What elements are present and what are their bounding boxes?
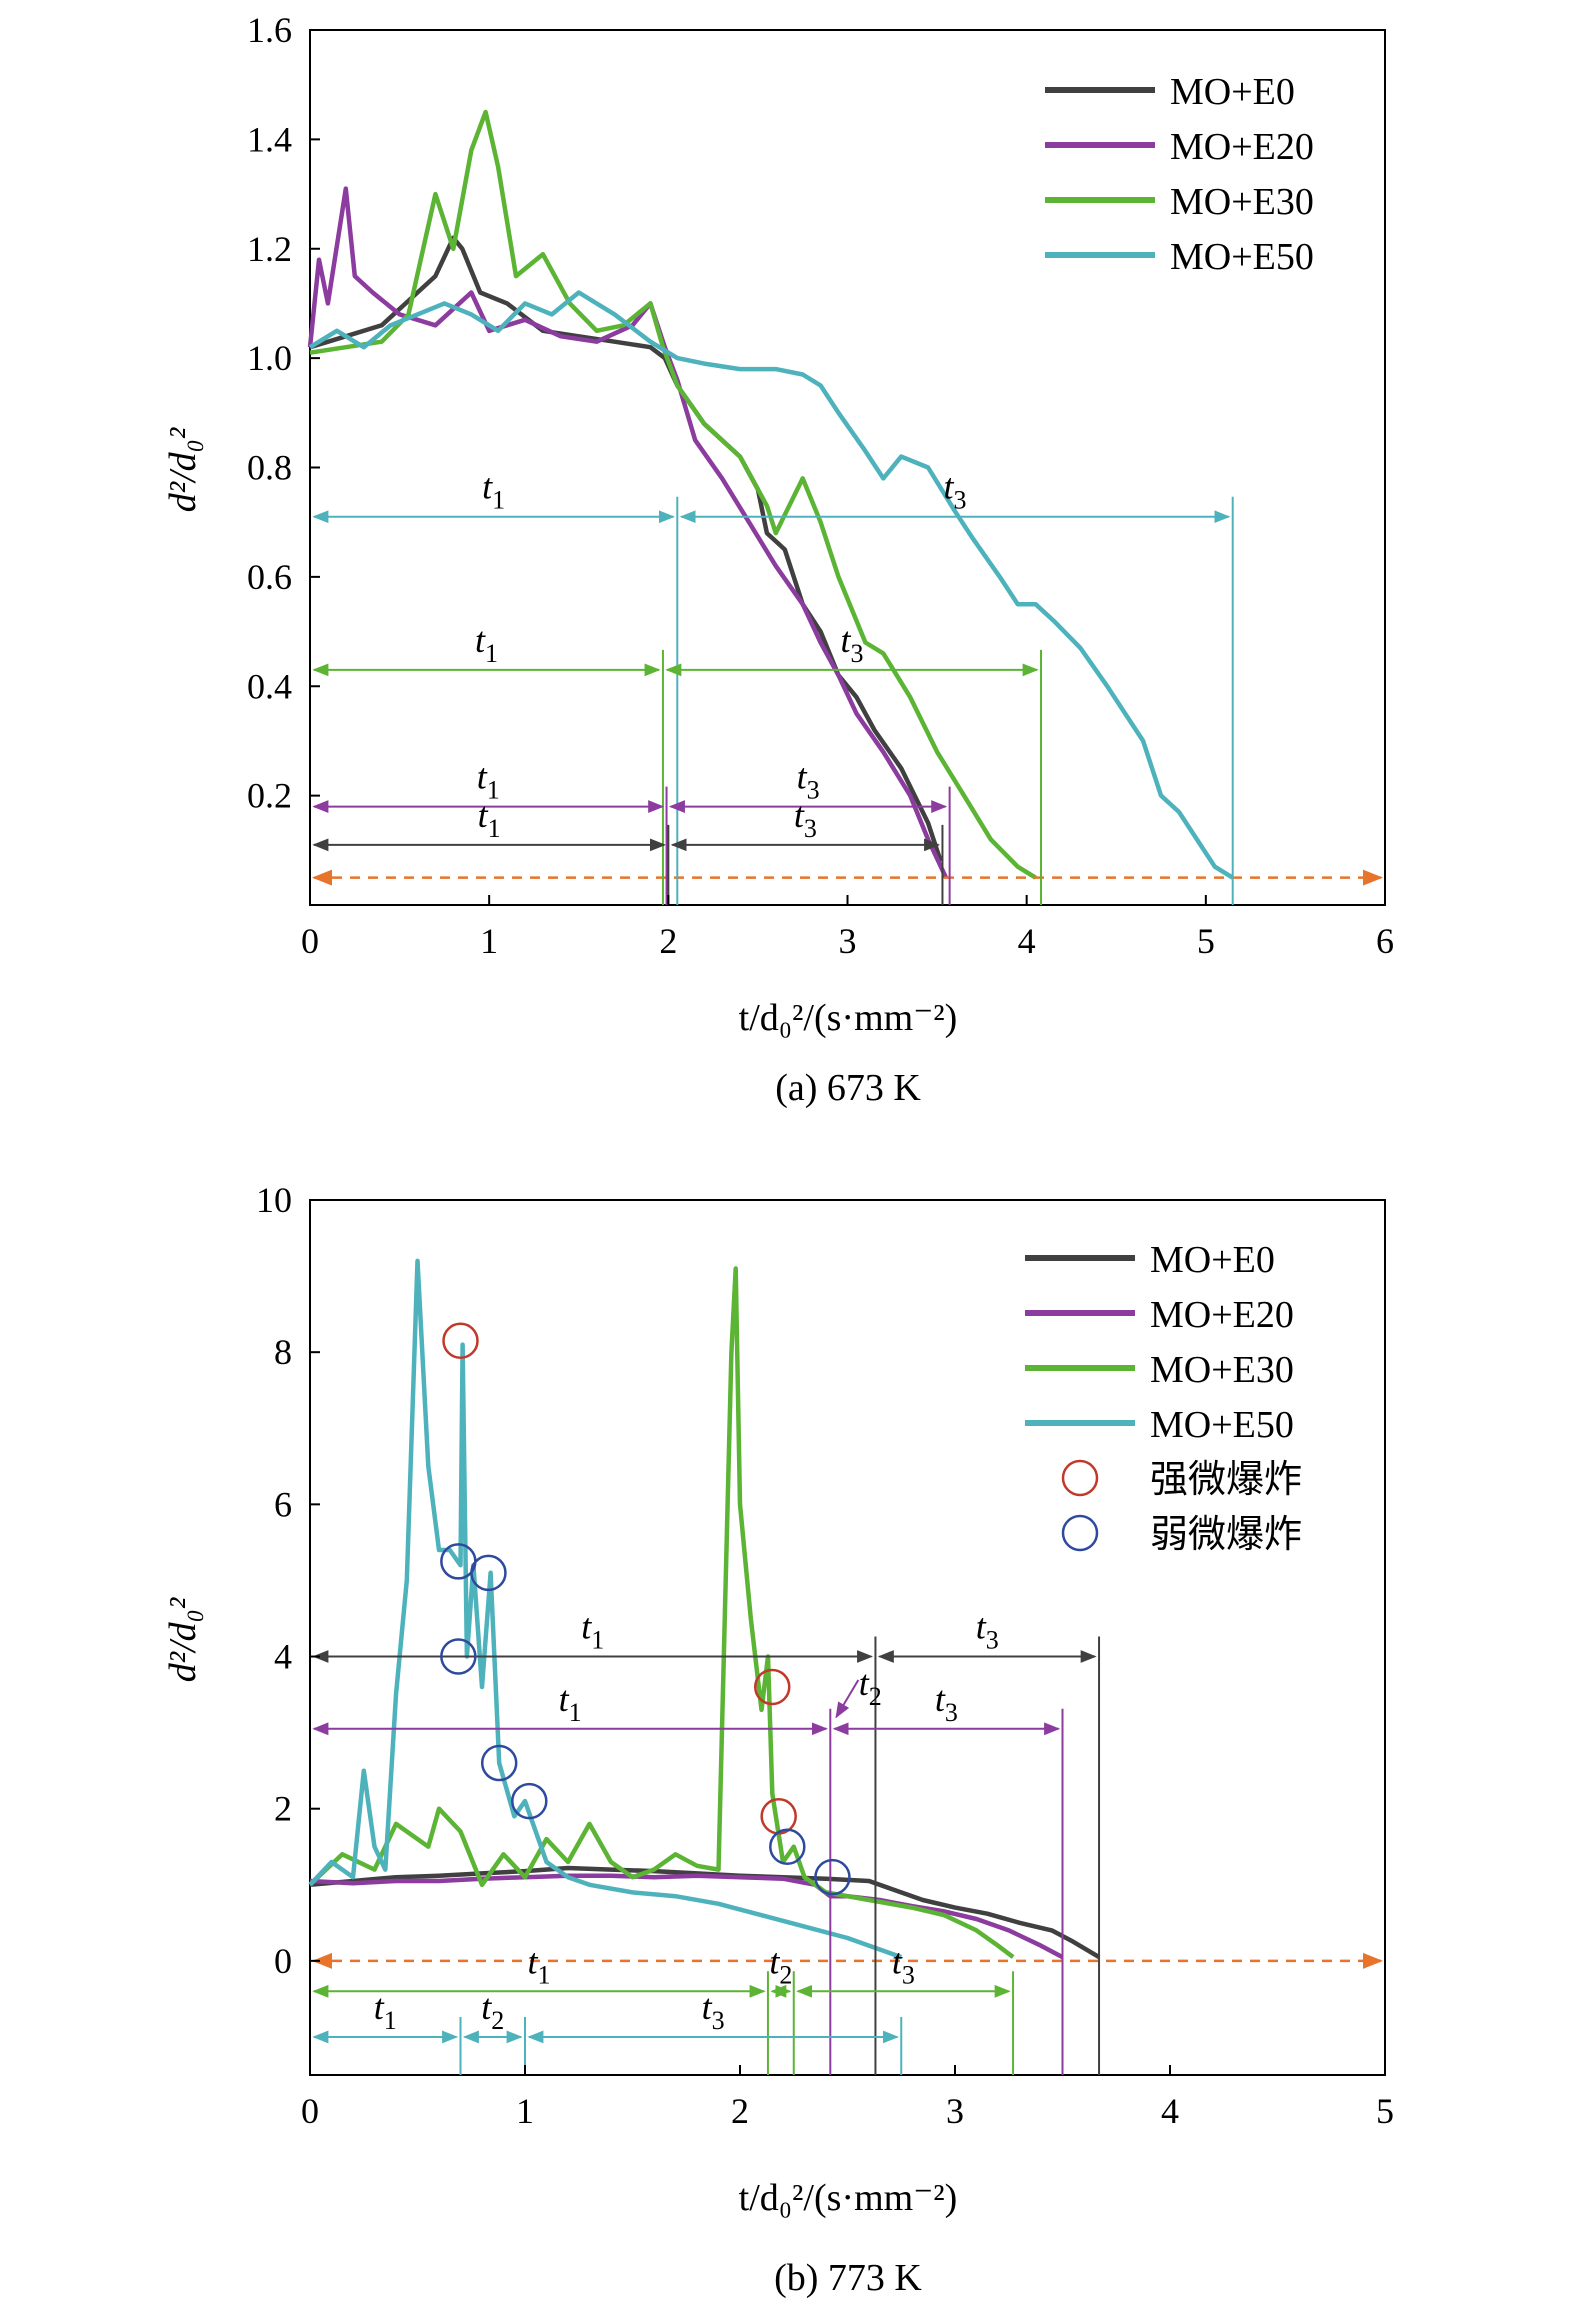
strong-microexplosion-marker: [754, 1668, 791, 1706]
legend-label: MO+E20: [1170, 126, 1314, 168]
series-group-a: [307, 109, 1234, 880]
ticks-group-a: 0 1 2 3 4 5 6 0.2 0.4 0.6 0.8 1.0 1.2 1.4 1.6: [247, 10, 1394, 961]
series-line-mo-e50: [308, 1258, 903, 1960]
weak-microexplosion-marker: [814, 1858, 851, 1896]
series-line-mo-e30: [309, 109, 1037, 880]
x-tick-label: 5: [1197, 921, 1215, 961]
series-line-mo-e0: [309, 235, 943, 863]
series-line-mo-e20: [307, 186, 949, 879]
legend-label: MO+E30: [1150, 1349, 1294, 1391]
duration-label: t1: [559, 1679, 582, 1727]
x-axis-title-b: t/d₀²/(s·mm⁻²): [739, 2177, 958, 2219]
y-tick-label: 1.2: [247, 229, 292, 269]
strong-microexplosion-marker: [442, 1322, 479, 1360]
legend-label: MO+E30: [1170, 181, 1314, 223]
y-tick-label: 1.6: [247, 10, 292, 50]
x-tick-label: 0: [301, 2091, 319, 2131]
y-tick-label: 8: [274, 1332, 292, 1372]
series-group-b: [308, 1258, 1101, 1960]
weak-microexplosion-marker: [769, 1828, 806, 1865]
series-line-mo-e50: [308, 290, 1234, 880]
legend-label: MO+E0: [1170, 71, 1295, 113]
duration-label: t1: [475, 620, 498, 668]
chart-panel-b: t1 t3 t1 t3 t1 t2 t3 t1 t2 t3 t2 0 1 2 3 4 5 0 2 4 6 8 10 MO+…: [162, 1180, 1394, 2299]
x-tick-label: 3: [839, 921, 857, 961]
legend-label: 强微爆炸: [1150, 1459, 1302, 1501]
weak-microexplosion-marker: [440, 1638, 477, 1675]
t2-pointer-arrow: [835, 1679, 860, 1719]
weak-microexplosion-marker: [480, 1744, 518, 1782]
duration-label: t1: [477, 757, 500, 805]
duration-label: t1: [478, 795, 501, 843]
y-tick-label: 0.8: [247, 448, 292, 488]
x-tick-label: 3: [946, 2091, 964, 2131]
x-tick-label: 2: [731, 2091, 749, 2131]
duration-label: t3: [943, 467, 966, 515]
y-tick-label: 0.2: [247, 776, 292, 816]
weak-microexplosion-marker: [470, 1554, 507, 1592]
duration-label: t3: [976, 1607, 999, 1655]
segment-group-a: t1 t3 t1 t3 t1 t3 t1 t3: [312, 467, 1383, 905]
y-tick-label: 0: [274, 1941, 292, 1981]
duration-label: t3: [702, 1987, 725, 2035]
x-tick-label: 5: [1376, 2091, 1394, 2131]
duration-label: t3: [797, 757, 820, 805]
x-tick-label: 4: [1018, 921, 1036, 961]
duration-label: t3: [794, 795, 817, 843]
y-tick-label: 4: [274, 1637, 292, 1677]
duration-label: t2: [481, 1987, 504, 2035]
legend-label: 弱微爆炸: [1150, 1514, 1302, 1556]
legend-marker: [1061, 1514, 1099, 1552]
duration-label: t3: [892, 1941, 915, 1989]
legend-marker: [1061, 1459, 1099, 1497]
y-tick-label: 0.6: [247, 557, 292, 597]
plot-frame-b: [309, 1199, 1386, 2076]
duration-label: t2: [769, 1941, 792, 1989]
x-tick-label: 1: [516, 2091, 534, 2131]
segment-group-b: t1 t3 t1 t3 t1 t2 t3 t1 t2 t3 t2: [312, 1607, 1383, 2075]
x-tick-label: 4: [1161, 2091, 1179, 2131]
duration-label: t1: [581, 1607, 604, 1655]
caption-b: (b) 773 K: [774, 2257, 922, 2299]
legend-label: MO+E50: [1170, 236, 1314, 278]
duration-label: t3: [840, 620, 863, 668]
x-tick-label: 6: [1376, 921, 1394, 961]
duration-label: t1: [482, 467, 505, 515]
ticks-group-b: 0 1 2 3 4 5 0 2 4 6 8 10: [256, 1180, 1394, 2131]
y-tick-label: 10: [256, 1180, 292, 1220]
series-line-mo-e20: [309, 1873, 1064, 1960]
legend-a: MO+E0 MO+E20 MO+E30 MO+E50: [1045, 71, 1314, 278]
caption-a: (a) 673 K: [775, 1067, 921, 1109]
duration-label: t1: [374, 1987, 397, 2035]
x-tick-label: 2: [659, 921, 677, 961]
x-tick-label: 0: [301, 921, 319, 961]
weak-microexplosion-marker: [511, 1782, 548, 1820]
y-tick-label: 1.4: [247, 119, 292, 159]
legend-label: MO+E0: [1150, 1239, 1275, 1281]
legend-label: MO+E20: [1150, 1294, 1294, 1336]
duration-label-t2: t2: [859, 1663, 882, 1711]
y-tick-label: 2: [274, 1789, 292, 1829]
markers-group-b: [440, 1322, 851, 1896]
chart-panel-a: t1 t3 t1 t3 t1 t3 t1 t3 0 1 2 3 4 5 6 0.2 0.4 0.6 0.8 1.0 1…: [162, 10, 1394, 1109]
legend-label: MO+E50: [1150, 1404, 1294, 1446]
y-axis-title-b: d²/d₀²: [162, 1597, 204, 1682]
duration-label: t3: [935, 1679, 958, 1727]
x-axis-title-a: t/d₀²/(s·mm⁻²): [739, 997, 958, 1039]
y-axis-title-a: d²/d₀²: [162, 427, 204, 512]
x-tick-label: 1: [480, 921, 498, 961]
y-tick-label: 0.4: [247, 666, 292, 706]
duration-label: t1: [527, 1941, 550, 1989]
y-tick-label: 6: [274, 1484, 292, 1524]
y-tick-label: 1.0: [247, 338, 292, 378]
